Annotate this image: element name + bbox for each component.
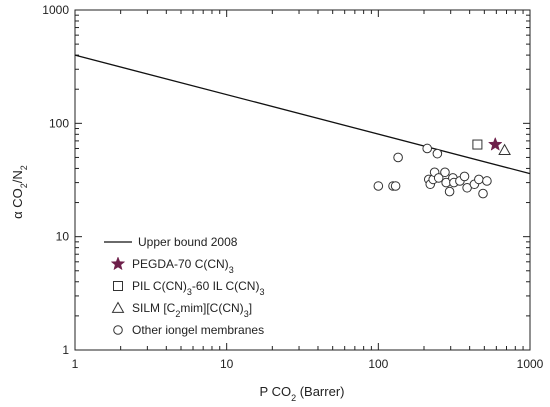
upper-bound-line	[74, 54, 531, 175]
y-tick-label: 100	[49, 116, 69, 130]
legend-star-symbol	[110, 256, 126, 271]
legend-entry-text: PEGDA-70 C(CN)3	[132, 257, 234, 275]
legend-circle-symbol	[113, 325, 123, 335]
y-tick-label: 1000	[42, 3, 69, 17]
legend-square-symbol	[113, 281, 123, 291]
plot-frame	[74, 9, 531, 351]
circle-data-point	[390, 181, 401, 191]
circle-data-point	[433, 173, 444, 183]
star-data-point	[487, 136, 503, 151]
y-tick-label: 1	[62, 343, 69, 357]
circle-data-point	[444, 186, 455, 197]
x-axis-label: P CO2 (Barrer)	[260, 384, 345, 403]
x-tick-label: 1	[72, 357, 79, 371]
circle-data-point	[482, 176, 492, 186]
legend-entry-text: Upper bound 2008	[138, 235, 238, 249]
circle-data-point	[459, 171, 470, 182]
axes	[74, 9, 531, 351]
circle-data-point	[474, 174, 484, 185]
x-tick-label: 100	[368, 357, 388, 371]
circle-data-point	[393, 152, 403, 163]
ticks: 1 10 100 1000 1 10 100 1000	[42, 3, 543, 371]
upper-bound-line-group	[74, 54, 531, 175]
x-tick-label: 10	[220, 357, 234, 371]
legend-entry-text: SILM [C2mim][C(CN)3]	[132, 301, 252, 319]
circle-data-point	[478, 188, 488, 199]
legend: Upper bound 2008 PEGDA-70 C(CN)3 PIL C(CN)…	[104, 235, 265, 337]
circle-data-point	[432, 148, 443, 159]
y-tick-label: 10	[56, 230, 70, 244]
circle-data-point	[440, 167, 450, 178]
y-axis-label: α CO2/N2	[10, 165, 29, 219]
data-points	[373, 136, 511, 199]
legend-triangle-symbol	[111, 301, 125, 313]
x-tick-label: 1000	[517, 357, 544, 371]
circle-data-point	[373, 181, 384, 191]
square-data-point	[472, 139, 483, 150]
legend-entry-text: PIL C(CN)3-60 IL C(CN)3	[132, 279, 265, 297]
circle-data-point	[422, 143, 433, 154]
legend-entry-text: Other iongel membranes	[132, 323, 264, 337]
triangle-data-point	[498, 143, 511, 156]
